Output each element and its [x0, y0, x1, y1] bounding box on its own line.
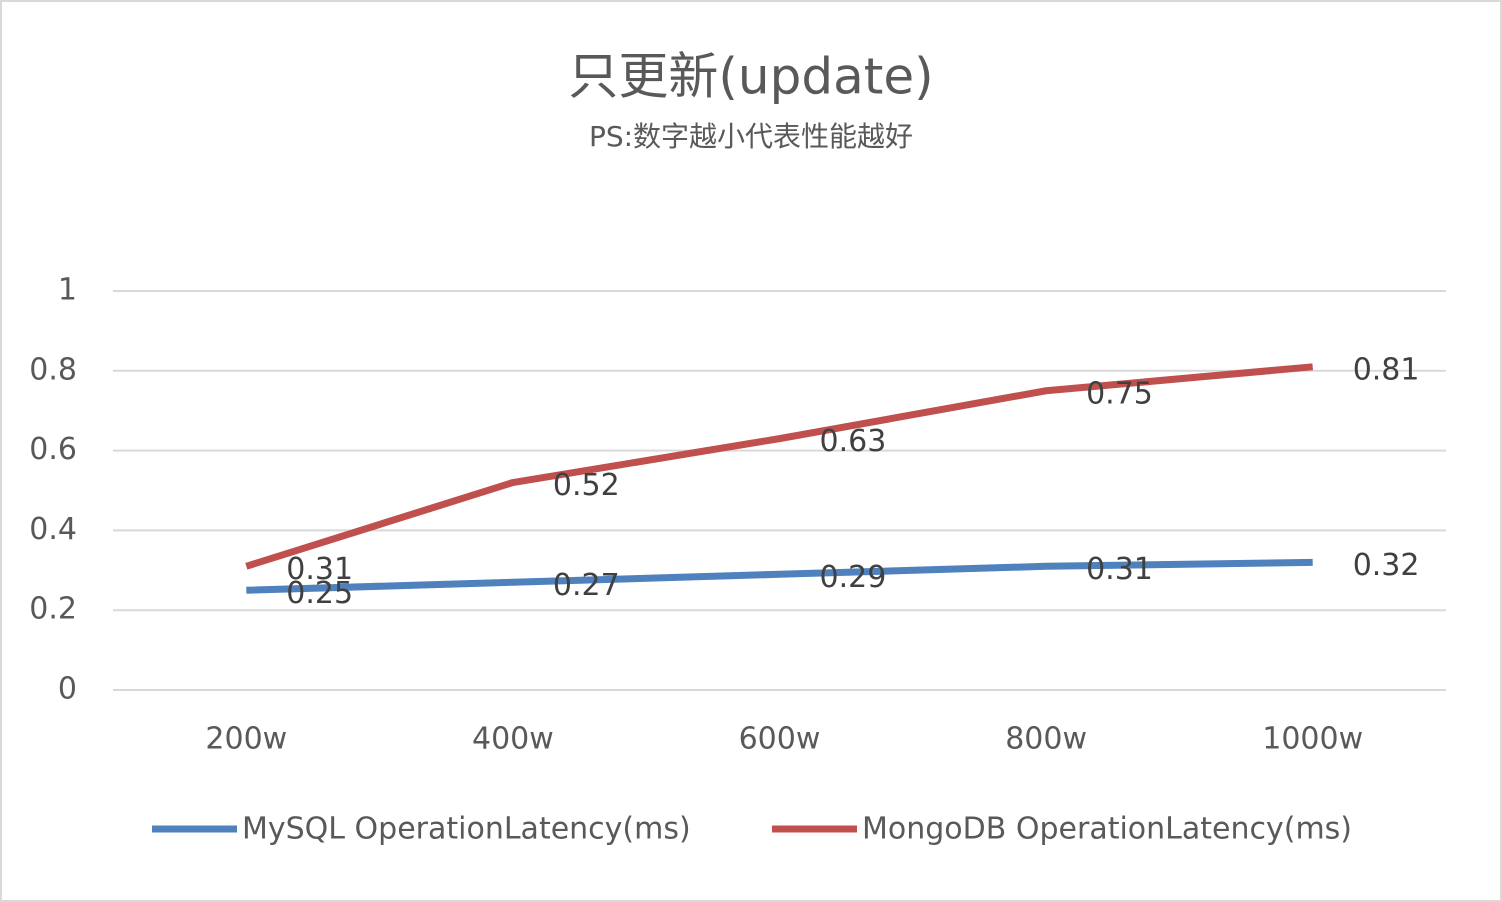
data-label: 0.31 [286, 552, 353, 587]
x-tick-label: 200w [205, 722, 287, 757]
data-label: 0.75 [1086, 376, 1153, 411]
legend-label: MySQL OperationLatency(ms) [242, 812, 691, 847]
data-label: 0.31 [1086, 552, 1153, 587]
data-label: 0.81 [1353, 352, 1420, 387]
x-tick-label: 400w [472, 722, 554, 757]
series-line [246, 558, 1313, 594]
y-tick-label: 1 [58, 273, 77, 308]
x-tick-label: 1000w [1262, 722, 1363, 757]
series-line [245, 363, 1314, 570]
data-label: 0.25 [286, 576, 353, 611]
y-tick-label: 0 [58, 672, 77, 707]
x-tick-label: 800w [1005, 722, 1087, 757]
data-label: 0.32 [1353, 548, 1420, 583]
y-tick-label: 0.4 [29, 512, 77, 547]
y-tick-label: 0.6 [29, 432, 77, 467]
chart-subtitle: PS:数字越小代表性能越好 [589, 120, 913, 153]
x-tick-label: 600w [739, 722, 821, 757]
data-label: 0.52 [553, 468, 620, 503]
data-label: 0.63 [820, 424, 887, 459]
data-label: 0.27 [553, 568, 620, 603]
y-tick-label: 0.2 [29, 592, 77, 627]
data-label: 0.29 [820, 560, 887, 595]
legend-label: MongoDB OperationLatency(ms) [862, 812, 1352, 847]
chart-title: 只更新(update) [568, 48, 933, 106]
y-tick-label: 0.8 [29, 352, 77, 387]
